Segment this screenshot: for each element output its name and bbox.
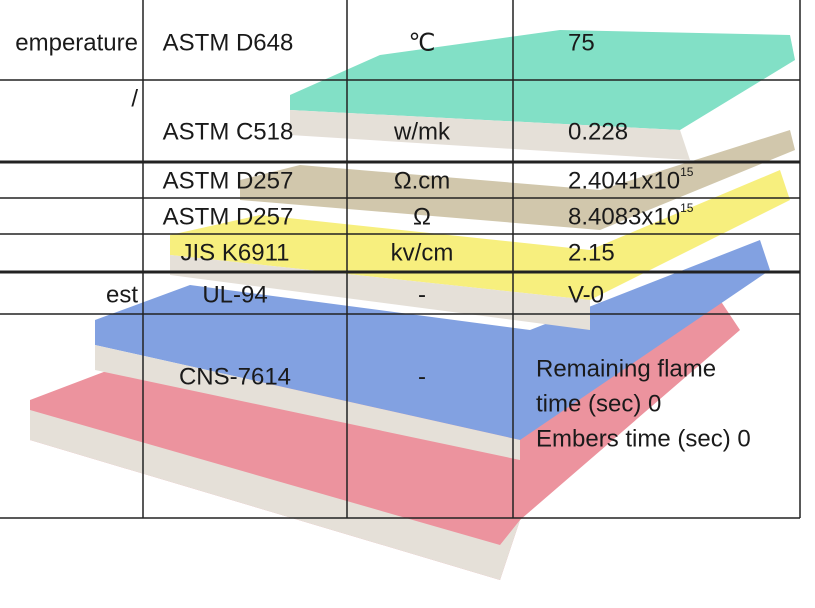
unit-cell: - (418, 363, 426, 390)
value-cell: V-0 (568, 281, 604, 308)
value-cell-line: time (sec) 0 (536, 390, 661, 417)
table-cells: emperature ASTM D648 ℃ 75 / ASTM C518 w/mk 0.22… (15, 29, 750, 452)
unit-cell: w/mk (393, 118, 451, 145)
value-cell-line: Embers time (sec) 0 (536, 425, 751, 452)
property-cell: / (131, 85, 138, 112)
unit-cell: kv/cm (391, 239, 454, 266)
value-exponent: 15 (680, 165, 694, 179)
unit-cell: Ω (413, 203, 431, 230)
value-cell: 2.15 (568, 239, 615, 266)
value-cell: 2.4041x10 (568, 167, 680, 194)
standard-cell: ASTM D648 (163, 29, 294, 56)
standard-cell: ASTM C518 (163, 118, 294, 145)
property-cell: est (106, 281, 138, 308)
value-cell: 0.228 (568, 118, 628, 145)
standard-cell: ASTM D257 (163, 203, 294, 230)
standard-cell: JIS K6911 (181, 239, 290, 266)
unit-cell: - (418, 281, 426, 308)
property-cell: emperature (15, 29, 138, 56)
table-grid (0, 0, 801, 519)
standard-cell: ASTM D257 (163, 167, 294, 194)
standard-cell: CNS-7614 (179, 363, 291, 390)
value-cell-line: Remaining flame (536, 355, 716, 382)
value-cell: 75 (568, 29, 595, 56)
unit-cell: Ω.cm (394, 167, 451, 194)
unit-cell: ℃ (409, 29, 436, 56)
value-exponent: 15 (680, 201, 694, 215)
standard-cell: UL-94 (202, 281, 267, 308)
value-cell: 8.4083x10 (568, 203, 680, 230)
